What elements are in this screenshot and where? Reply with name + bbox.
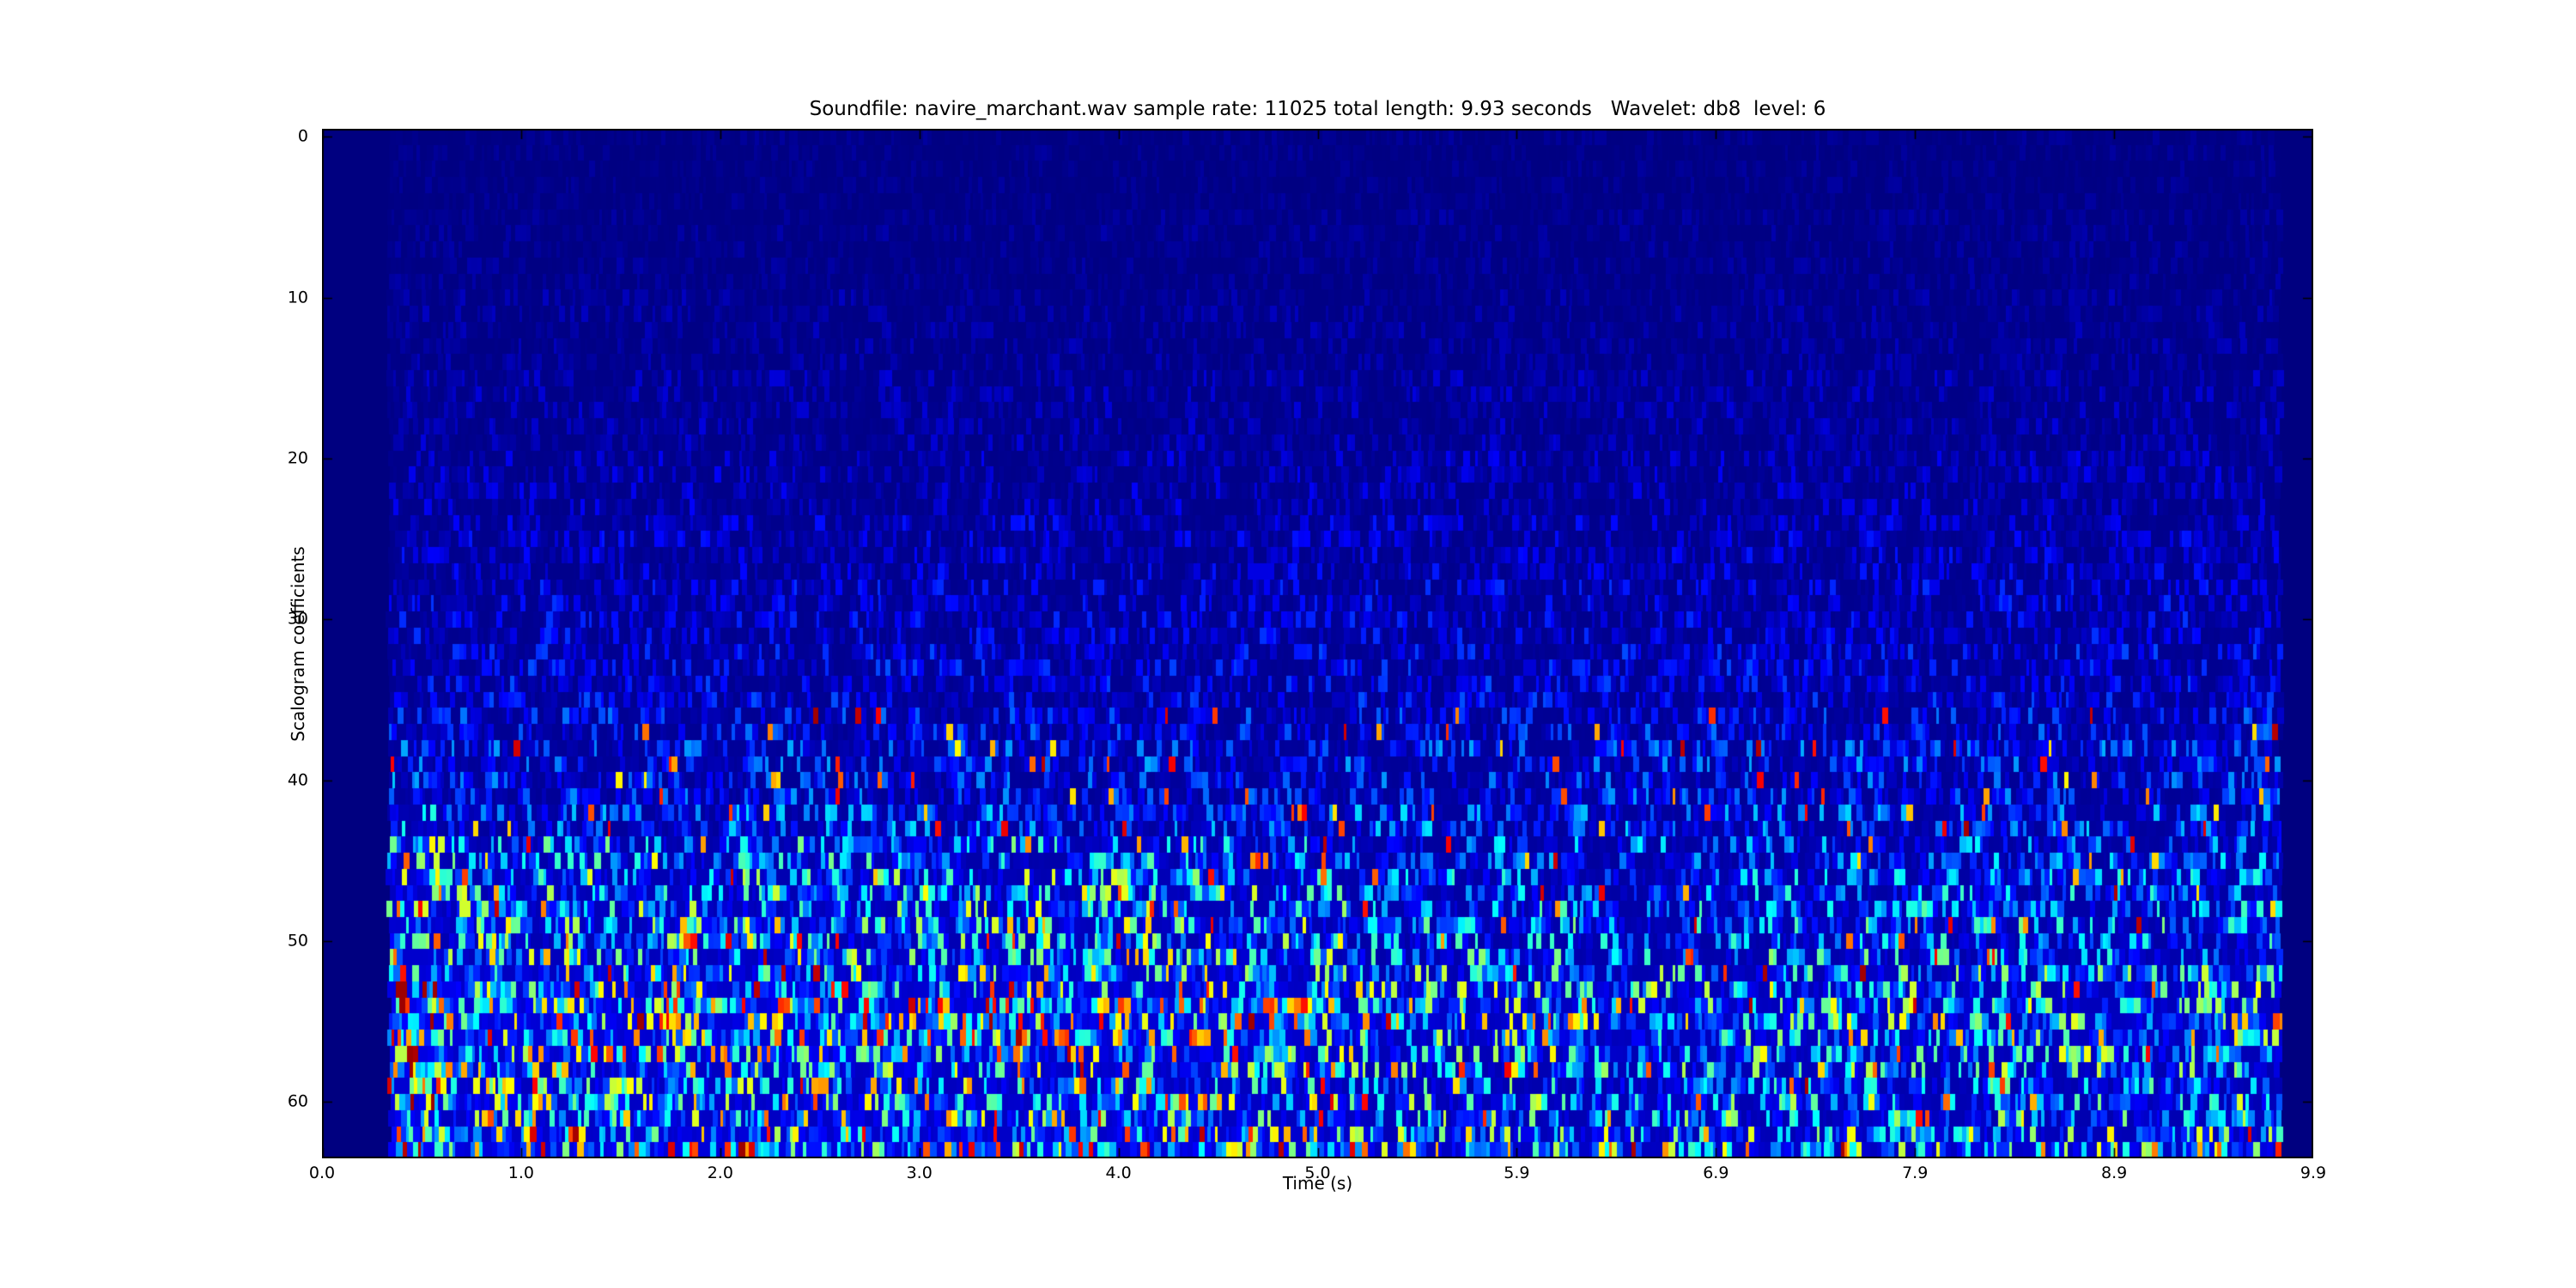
x-tick-label: 9.9 (2300, 1163, 2327, 1182)
y-tick-label: 0 (297, 126, 308, 146)
x-tick-label: 0.0 (308, 1163, 336, 1182)
scalogram-heatmap (322, 129, 2313, 1158)
x-tick-label: 2.0 (707, 1163, 733, 1182)
x-tick-label: 4.0 (1105, 1163, 1132, 1182)
y-axis-tick-labels: 0 10 20 30 40 50 60 (229, 126, 315, 1158)
y-tick-label: 10 (287, 288, 308, 307)
chart-title: Soundfile: navire_marchant.wav sample ra… (809, 98, 1826, 120)
x-tick-label: 8.9 (2100, 1163, 2128, 1182)
x-axis-label: Time (s) (1282, 1173, 1353, 1194)
y-tick-label: 30 (287, 609, 308, 629)
x-tick-label: 7.9 (1902, 1163, 1929, 1182)
x-tick-label: 6.9 (1703, 1163, 1729, 1182)
x-axis-tick-labels: 0.0 1.0 2.0 3.0 4.0 5.0 5.9 6.9 7.9 8.9 9.9 (309, 1163, 2326, 1186)
y-tick-label: 50 (287, 931, 308, 951)
y-tick-label: 20 (287, 448, 308, 468)
y-tick-label: 60 (287, 1091, 308, 1111)
y-tick-label: 40 (287, 770, 308, 790)
x-tick-label: 1.0 (507, 1163, 534, 1182)
x-tick-label: 5.0 (1304, 1163, 1331, 1182)
x-tick-label: 5.9 (1504, 1163, 1530, 1182)
x-tick-label: 3.0 (906, 1163, 933, 1182)
